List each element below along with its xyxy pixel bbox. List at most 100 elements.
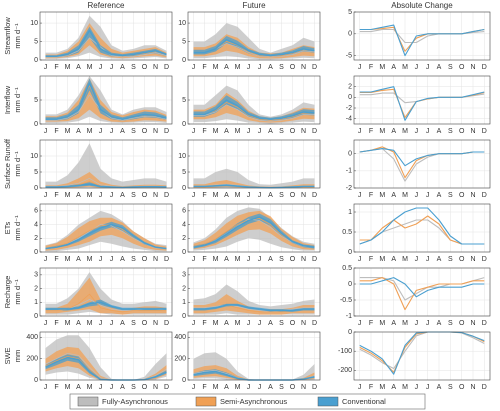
x-tick-label: J	[426, 192, 430, 199]
y-tick-label: 5	[34, 169, 38, 176]
x-tick-label: A	[391, 128, 396, 135]
x-tick-label: J	[192, 320, 196, 327]
x-tick-label: N	[470, 128, 475, 135]
x-tick-label: D	[312, 320, 317, 327]
x-tick-label: S	[448, 256, 453, 263]
x-tick-label: M	[65, 256, 71, 263]
series-band	[45, 143, 167, 188]
x-tick-label: O	[459, 64, 465, 71]
x-tick-label: M	[379, 64, 385, 71]
x-tick-label: D	[482, 320, 487, 327]
y-tick-label: 0	[348, 31, 352, 38]
y-tick-label: 2	[34, 235, 38, 242]
x-tick-label: D	[312, 384, 317, 391]
panel-frame	[187, 203, 321, 253]
y-tick-label: -5	[346, 52, 352, 59]
x-tick-label: O	[142, 192, 148, 199]
x-tick-label: O	[290, 320, 296, 327]
x-tick-label: S	[279, 320, 284, 327]
x-tick-label: N	[301, 64, 306, 71]
x-tick-label: J	[99, 320, 103, 327]
y-tick-label: 1	[182, 299, 186, 306]
x-tick-label: M	[213, 128, 219, 135]
x-tick-label: S	[279, 256, 284, 263]
x-tick-label: A	[224, 256, 229, 263]
x-tick-label: S	[448, 320, 453, 327]
y-axis-unit: mm d⁻¹	[13, 23, 22, 49]
panel-frame	[39, 267, 173, 317]
panel-frame	[187, 139, 321, 189]
x-tick-label: A	[268, 256, 273, 263]
x-tick-label: D	[312, 192, 317, 199]
x-tick-label: J	[247, 64, 251, 71]
x-tick-label: M	[213, 192, 219, 199]
x-tick-label: D	[482, 192, 487, 199]
panel-frame	[187, 267, 321, 317]
y-tick-label: 10	[178, 20, 186, 27]
y-tick-label: 0	[348, 94, 352, 101]
x-tick-label: A	[120, 384, 125, 391]
x-tick-label: A	[120, 192, 125, 199]
y-tick-label: 10	[30, 20, 38, 27]
x-tick-label: F	[54, 384, 58, 391]
x-tick-label: A	[120, 320, 125, 327]
x-tick-label: D	[482, 256, 487, 263]
x-tick-label: A	[76, 384, 81, 391]
panel-frame	[39, 203, 173, 253]
x-tick-label: A	[437, 192, 442, 199]
x-tick-label: M	[379, 256, 385, 263]
x-tick-label: A	[391, 64, 396, 71]
series-line	[359, 215, 485, 245]
series-line	[45, 223, 167, 250]
panel-frame	[187, 331, 321, 381]
y-tick-label: 1	[348, 209, 352, 216]
x-tick-label: A	[268, 64, 273, 71]
x-tick-label: A	[224, 384, 229, 391]
x-tick-label: M	[235, 320, 241, 327]
y-tick-label: 0	[34, 313, 38, 320]
y-axis-unit: mm d⁻¹	[13, 87, 22, 113]
x-tick-label: A	[268, 192, 273, 199]
y-tick-label: 0	[34, 185, 38, 192]
y-tick-label: 1	[34, 299, 38, 306]
series-band	[45, 354, 167, 380]
panel-frame	[353, 203, 491, 253]
x-tick-label: A	[76, 128, 81, 135]
x-tick-label: J	[415, 192, 419, 199]
x-tick-label: J	[247, 192, 251, 199]
x-tick-label: J	[44, 320, 48, 327]
x-tick-label: S	[131, 320, 136, 327]
y-tick-label: 5	[182, 169, 186, 176]
x-tick-label: A	[120, 256, 125, 263]
x-tick-label: A	[437, 320, 442, 327]
panel-frame	[39, 75, 173, 125]
y-tick-label: 200	[174, 356, 186, 363]
x-tick-label: M	[65, 192, 71, 199]
x-tick-label: O	[459, 192, 465, 199]
x-tick-label: D	[312, 256, 317, 263]
x-tick-label: N	[301, 192, 306, 199]
series-line	[45, 29, 167, 57]
series-line	[45, 82, 167, 120]
y-axis-unit: mm d⁻¹	[13, 151, 22, 177]
x-tick-label: M	[235, 64, 241, 71]
x-tick-label: A	[224, 192, 229, 199]
legend-label: Fully-Asynchronous	[102, 397, 168, 406]
x-tick-label: A	[391, 384, 396, 391]
x-tick-label: M	[65, 128, 71, 135]
series-line	[359, 148, 485, 167]
x-tick-label: S	[131, 64, 136, 71]
y-tick-label: 2	[348, 84, 352, 91]
x-tick-label: M	[87, 128, 93, 135]
x-tick-label: J	[358, 64, 362, 71]
y-tick-label: 3	[34, 272, 38, 279]
x-tick-label: F	[54, 128, 58, 135]
y-tick-label: 5	[34, 97, 38, 104]
x-tick-label: M	[402, 192, 408, 199]
y-tick-label: 10	[178, 153, 186, 160]
x-tick-label: D	[164, 256, 169, 263]
x-tick-label: N	[153, 256, 158, 263]
x-tick-label: J	[426, 320, 430, 327]
panel-frame	[353, 331, 491, 381]
series-line	[359, 277, 485, 298]
